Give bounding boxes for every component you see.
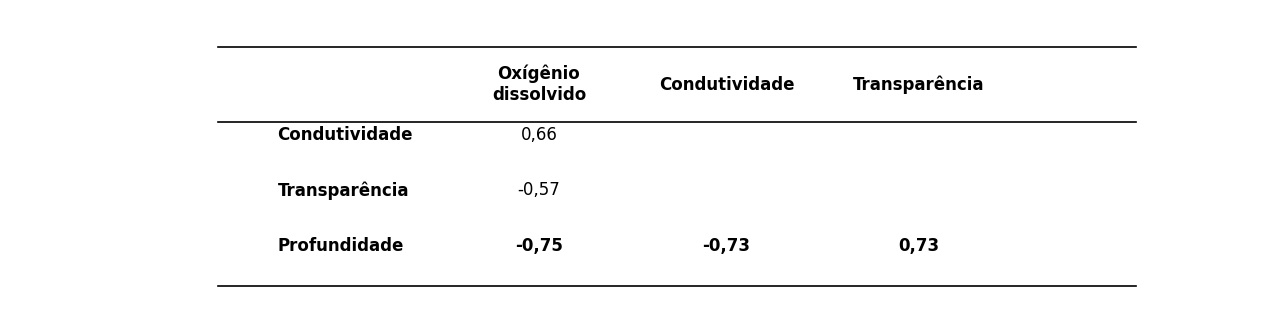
Text: Condutividade: Condutividade <box>278 126 412 144</box>
Text: 0,66: 0,66 <box>521 126 558 144</box>
Text: -0,75: -0,75 <box>516 237 563 255</box>
Text: Transparência: Transparência <box>278 181 409 199</box>
Text: Oxígênio
dissolvido: Oxígênio dissolvido <box>491 65 586 104</box>
Text: -0,73: -0,73 <box>703 237 750 255</box>
Text: Profundidade: Profundidade <box>278 237 404 255</box>
Text: Condutividade: Condutividade <box>658 76 794 94</box>
Text: -0,57: -0,57 <box>518 181 560 199</box>
Text: 0,73: 0,73 <box>899 237 939 255</box>
Text: Transparência: Transparência <box>853 75 984 94</box>
